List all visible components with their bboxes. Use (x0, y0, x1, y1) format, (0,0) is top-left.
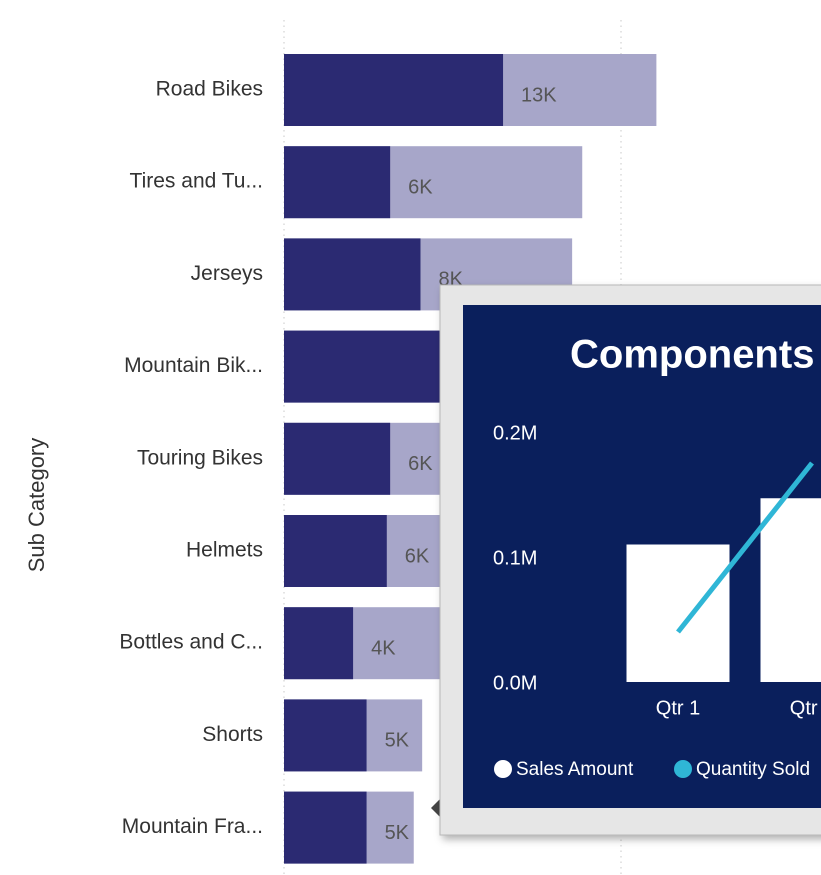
y-tick-label: 0.0M (493, 672, 537, 694)
data-label: 5K (385, 822, 410, 844)
legend-marker (494, 760, 512, 778)
data-label: 6K (408, 176, 433, 198)
line (676, 461, 814, 634)
tooltip-title: Components (570, 333, 814, 377)
x-tick-label: Qtr 2 (790, 697, 821, 719)
legend-label: Quantity Sold (696, 759, 810, 780)
data-label: 5K (385, 730, 410, 752)
category-label: Road Bikes (156, 78, 263, 101)
category-label: Mountain Bik... (124, 354, 263, 377)
bar (284, 791, 367, 864)
legend-label: Sales Amount (516, 759, 634, 780)
data-label: 6K (408, 453, 433, 475)
bar (284, 330, 470, 403)
data-label: 4K (371, 637, 396, 659)
bar (284, 238, 421, 311)
bar (760, 498, 821, 682)
category-label: Tires and Tu... (130, 170, 263, 193)
tooltip: Components 0.0M 0.1M 0.2M Qtr 1 Qtr 2 Sales A… (431, 284, 821, 836)
category-label: Mountain Fra... (122, 815, 263, 838)
legend-marker (674, 760, 692, 778)
bar (284, 422, 391, 495)
category-label: Bottles and C... (119, 631, 263, 654)
x-tick-label: Qtr 1 (656, 697, 700, 719)
category-label: Helmets (186, 539, 263, 562)
category-label: Touring Bikes (137, 446, 263, 469)
bar (284, 146, 391, 219)
y-tick-label: 0.1M (493, 547, 537, 569)
data-label: 6K (405, 545, 430, 567)
category-label: Shorts (202, 723, 263, 746)
bar (284, 607, 354, 680)
bar (284, 515, 387, 587)
category-label: Jerseys (191, 262, 263, 285)
y-tick-label: 0.2M (493, 422, 537, 444)
y-axis-label: Sub Category (24, 438, 49, 573)
bar (626, 544, 730, 682)
bar (284, 699, 367, 772)
bar-chart: Sub Category Road Bikes 13K Tires and Tu..… (24, 20, 657, 875)
bar (284, 54, 504, 126)
data-label: 13K (521, 84, 557, 106)
